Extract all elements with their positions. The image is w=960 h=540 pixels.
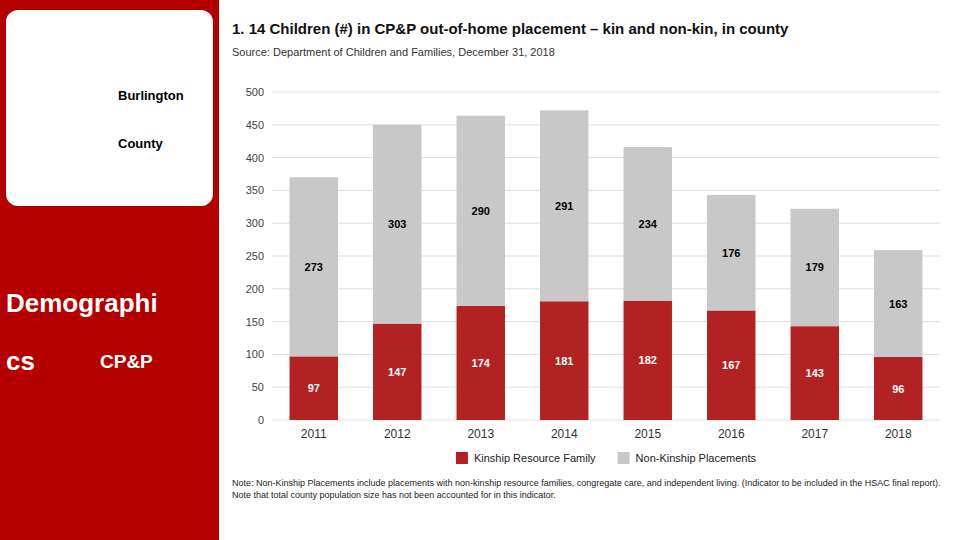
title: 1. 14 Children (#) in CP&P out-of-home p… <box>232 20 789 37</box>
legend-label: Non-Kinship Placements <box>636 452 757 464</box>
y-tick-label: 300 <box>246 217 264 229</box>
data-label: 174 <box>472 357 491 369</box>
data-label: 303 <box>388 218 406 230</box>
bar <box>290 177 338 356</box>
y-tick-label: 350 <box>246 184 264 196</box>
y-tick-label: 100 <box>246 348 264 360</box>
x-tick-label: 2017 <box>801 427 828 441</box>
legend-label: Kinship Resource Family <box>474 452 596 464</box>
subtitle: Source: Department of Children and Famil… <box>232 46 555 58</box>
bar <box>707 195 755 310</box>
data-label: 273 <box>305 261 323 273</box>
y-tick-label: 0 <box>258 414 264 426</box>
data-label: 182 <box>639 354 657 366</box>
bar <box>707 310 755 420</box>
grid-line <box>272 256 940 257</box>
grid-line <box>272 92 940 93</box>
sidebar-label: cs <box>6 346 35 376</box>
note: Note: Non-Kinship Placements include pla… <box>232 478 944 501</box>
county-label: Burlington <box>118 88 184 103</box>
x-tick-label: 2013 <box>467 427 494 441</box>
data-label: 291 <box>555 200 573 212</box>
x-tick-label: 2016 <box>718 427 745 441</box>
data-label: 167 <box>722 359 740 371</box>
y-tick-label: 500 <box>246 86 264 98</box>
x-tick-label: 2018 <box>885 427 912 441</box>
data-label: 290 <box>472 205 490 217</box>
bar <box>457 306 505 420</box>
y-tick-label: 200 <box>246 283 264 295</box>
legend-swatch <box>456 452 468 464</box>
data-label: 181 <box>555 355 573 367</box>
data-label: 147 <box>388 366 406 378</box>
y-axis: 0 50 100 150 200 250 300 350 400 450 500 <box>246 86 940 426</box>
bar <box>373 125 421 324</box>
data-label: 234 <box>639 218 658 230</box>
y-tick-label: 450 <box>246 119 264 131</box>
bar <box>624 147 672 301</box>
data-label: 176 <box>722 247 740 259</box>
bars <box>290 110 923 420</box>
bar <box>540 110 588 301</box>
x-tick-label: 2014 <box>551 427 578 441</box>
data-label: 163 <box>889 298 907 310</box>
bar <box>373 324 421 420</box>
y-tick-label: 250 <box>246 250 264 262</box>
y-tick-label: 50 <box>252 381 264 393</box>
bar <box>290 356 338 420</box>
x-tick-label: 2015 <box>634 427 661 441</box>
bar <box>457 116 505 306</box>
data-labels: 97 147 174 181 182 167 143 96 273 303 290 291 234 176… <box>305 200 908 395</box>
data-label: 179 <box>806 261 824 273</box>
grid-line <box>272 190 940 191</box>
bar <box>874 357 922 420</box>
grid-line <box>272 124 940 125</box>
x-tick-label: 2011 <box>301 427 327 441</box>
grid-line <box>272 321 940 322</box>
data-label: 143 <box>806 367 824 379</box>
grid-line <box>272 288 940 289</box>
grid-line <box>272 387 940 388</box>
grid-line <box>272 420 940 421</box>
data-label: 97 <box>308 382 320 394</box>
data-label: 96 <box>892 383 904 395</box>
bar <box>791 326 839 420</box>
grid-line <box>272 157 940 158</box>
x-axis: 2011 2012 2013 2014 2015 2016 2017 2018 <box>301 427 912 441</box>
y-tick-label: 150 <box>246 316 264 328</box>
sidebar <box>0 0 219 540</box>
bar <box>540 301 588 420</box>
legend: Kinship Resource Family Non-Kinship Place… <box>456 452 757 464</box>
grid-line <box>272 223 940 224</box>
sidebar-label: Demographi <box>6 288 158 318</box>
sidebar-label: CP&P <box>100 351 153 372</box>
bar <box>874 250 922 357</box>
y-tick-label: 400 <box>246 152 264 164</box>
bar <box>624 301 672 420</box>
county-label: County <box>118 136 164 151</box>
x-tick-label: 2012 <box>384 427 411 441</box>
grid-line <box>272 354 940 355</box>
legend-swatch <box>618 452 630 464</box>
bar <box>791 209 839 326</box>
logo-box <box>6 10 213 206</box>
